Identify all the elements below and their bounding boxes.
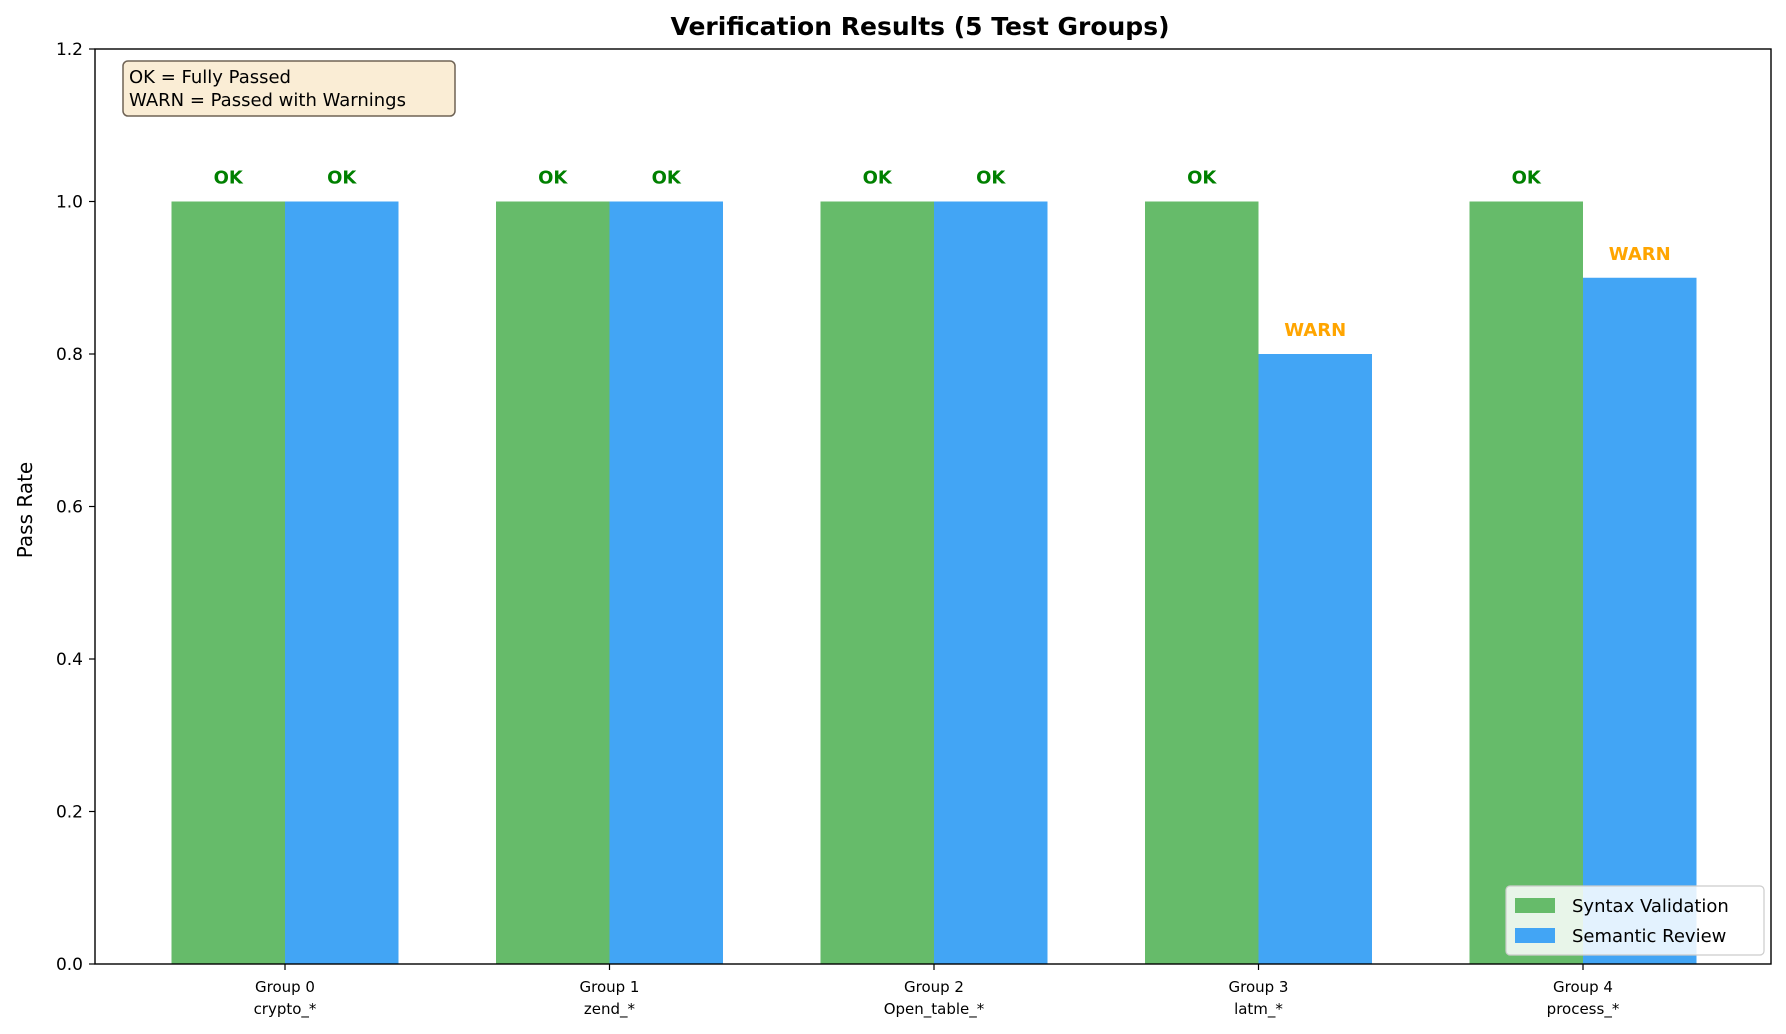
y-tick-label: 0.4 (56, 650, 83, 670)
bar-semantic-review-2 (934, 201, 1048, 964)
data-label-warn: WARN (1609, 244, 1671, 265)
legend-label: Semantic Review (1572, 926, 1726, 947)
x-tick-label-group: Group 0 (255, 978, 315, 996)
data-label-warn: WARN (1284, 320, 1346, 341)
bar-syntax-validation-0 (171, 201, 285, 964)
x-tick-label-pattern: latm_* (1234, 1000, 1283, 1019)
data-label-ok: OK (976, 168, 1006, 189)
data-labels-layer: OK OK OK OK OK OK OK WARN OK WARN (214, 168, 1671, 342)
annotation-box-frame (122, 60, 456, 117)
y-tick-label: 1.2 (56, 40, 83, 60)
data-label-ok: OK (538, 168, 568, 189)
data-label-ok: OK (652, 168, 682, 189)
bar-semantic-review-4 (1583, 277, 1697, 964)
y-tick-label: 0.8 (56, 345, 83, 365)
data-label-ok: OK (327, 168, 357, 189)
y-tick-label: 1.0 (56, 193, 83, 213)
x-tick-label-group: Group 3 (1229, 978, 1289, 996)
data-label-ok: OK (214, 168, 244, 189)
plot-frame (94, 48, 1772, 965)
y-tick-label: 0.2 (56, 803, 83, 823)
annotation-line: OK = Fully Passed (129, 67, 291, 88)
bar-semantic-review-3 (1258, 354, 1372, 964)
x-tick-label-pattern: process_* (1547, 1000, 1620, 1019)
y-tick-label: 0.0 (56, 955, 83, 975)
bar-syntax-validation-2 (820, 201, 934, 964)
bar-semantic-review-0 (285, 201, 399, 964)
legend-label: Syntax Validation (1572, 896, 1729, 917)
x-tick-label-pattern: crypto_* (254, 1000, 317, 1019)
x-tick-label-group: Group 2 (904, 978, 964, 996)
legend-frame (1505, 885, 1765, 956)
legend-swatch (1515, 928, 1555, 943)
chart-title: Verification Results (5 Test Groups) (670, 12, 1169, 41)
bar-semantic-review-1 (609, 201, 723, 964)
x-tick-label-pattern: zend_* (584, 1000, 636, 1019)
legend: Syntax Validation Semantic Review (1505, 885, 1765, 956)
bar-syntax-validation-3 (1145, 201, 1259, 964)
y-axis-label: Pass Rate (13, 462, 37, 558)
legend-swatch (1515, 898, 1555, 913)
x-tick-label-group: Group 1 (580, 978, 640, 996)
bars-layer (171, 201, 1697, 964)
bar-syntax-validation-1 (496, 201, 610, 964)
x-tick-label-group: Group 4 (1553, 978, 1613, 996)
axes-layer: Group 0 crypto_* Group 1 zend_* Group 2 Open_… (56, 40, 1772, 1019)
y-tick-label: 0.6 (56, 498, 83, 518)
data-label-ok: OK (863, 168, 893, 189)
data-label-ok: OK (1187, 168, 1217, 189)
x-tick-label-pattern: Open_table_* (884, 1000, 985, 1019)
bar-syntax-validation-4 (1469, 201, 1583, 964)
data-label-ok: OK (1512, 168, 1542, 189)
annotation-line: WARN = Passed with Warnings (129, 90, 406, 111)
